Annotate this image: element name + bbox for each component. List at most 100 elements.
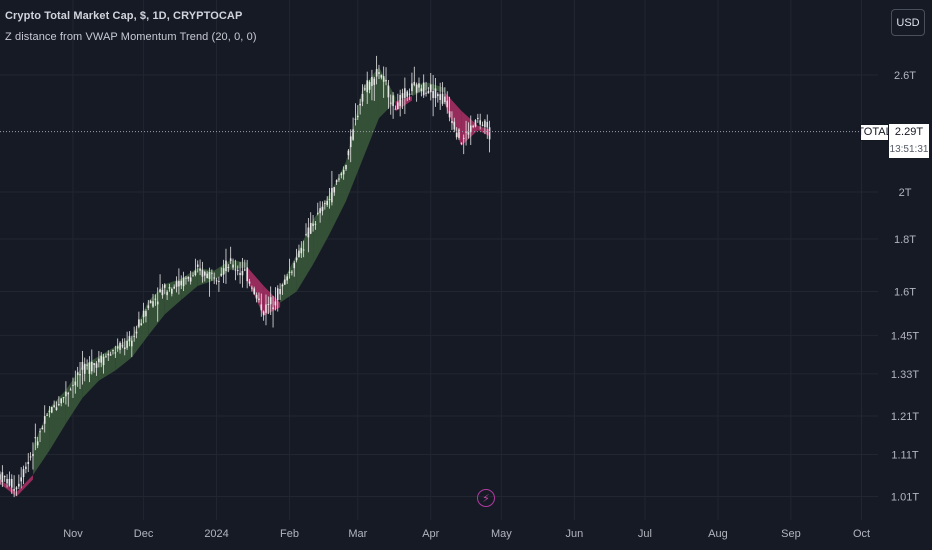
candle-body [397,102,399,110]
candle-body [366,80,369,93]
candle-body [182,277,185,287]
y-tick-label: 2.6T [894,70,916,82]
candle-body [187,276,190,279]
candle-body [43,416,46,424]
candle-body [220,273,223,276]
candle-body [253,288,256,295]
candle-body [411,83,413,92]
candle-body [427,90,430,94]
y-tick-label: 2T [899,187,912,199]
candle-body [50,406,53,413]
candle-body [93,363,95,365]
candle-body [439,94,441,101]
y-tick-label: 1.8T [894,234,916,246]
candle-body [364,88,366,90]
x-tick-label: 2024 [204,528,228,540]
candle-body [432,90,434,98]
candle-body [13,489,15,491]
band-segment-bull [329,161,347,235]
candle-body [91,361,93,372]
candle-body [262,311,265,316]
candle-body [65,391,67,397]
candle-body [269,297,272,305]
candle-body [477,117,479,119]
candle-body [166,291,168,296]
candle-body [425,92,427,94]
candle-body [22,469,25,478]
candle-body [189,277,192,282]
candle-body [10,479,13,488]
candle-body [15,487,18,490]
candle-body [218,280,220,282]
candle-body [126,340,128,348]
candle-body [488,127,491,140]
candle-body [79,373,81,376]
candle-body [265,304,267,313]
candle-body [479,120,481,125]
candle-body [291,271,293,273]
candle-body [95,363,98,368]
candle-body [429,84,432,93]
symbol-label: TOTAL [857,123,892,141]
candle-body [354,118,357,120]
candle-body [208,272,211,279]
y-tick-label: 1.6T [894,286,916,298]
candle-body [36,441,39,446]
candle-body [206,273,208,279]
candle-body [347,150,350,156]
candle-body [331,187,333,203]
candle-body [441,93,444,104]
candle-body [469,125,472,133]
candle-body [196,264,199,267]
candle-body [199,268,201,271]
candle-body [123,347,126,350]
candle-body [321,206,324,212]
candle-body [375,69,378,77]
candle-body [154,298,157,300]
candle-body [434,88,437,99]
candle-body [225,260,227,271]
candle-body [20,477,22,482]
candle-body [413,81,416,85]
lightning-icon[interactable]: ⚡ [477,489,495,507]
candle-body [333,187,336,193]
candle-body [100,355,103,363]
candle-body [298,250,300,258]
candle-body [319,208,321,214]
indicator-legend[interactable]: Z distance from VWAP Momentum Trend (20,… [5,31,257,43]
candle-body [312,223,314,226]
candle-body [105,356,107,358]
candle-body [474,120,477,127]
candle-body [335,180,338,183]
chart-title[interactable]: Crypto Total Market Cap, $, 1D, CRYPTOCA… [5,10,243,22]
candle-body [309,223,312,234]
x-tick-label: Sep [781,528,801,540]
candle-body [359,103,361,106]
candle-body [486,121,489,128]
candle-body [281,284,284,287]
candle-body [455,132,458,138]
x-tick-label: May [491,528,512,540]
y-tick-label: 1.11T [891,449,919,461]
candle-body [324,203,326,205]
candle-body [159,289,161,293]
band-segment-bull [230,259,248,270]
candle-body [215,280,218,282]
candle-body [152,301,154,307]
candle-body [175,281,178,287]
candle-body [276,288,279,301]
candle-body [307,227,310,238]
candle-body [460,142,463,144]
band-segment-bull [428,82,445,93]
candle-body [161,289,164,296]
candle-body [128,336,131,342]
candle-body [114,352,117,354]
y-tick-label: 1.33T [891,369,919,381]
candle-body [163,284,166,288]
currency-button[interactable]: USD [891,9,925,36]
candle-body [86,364,88,366]
candle-body [406,91,409,97]
candle-body [102,356,105,366]
x-tick-label: Nov [63,528,83,540]
